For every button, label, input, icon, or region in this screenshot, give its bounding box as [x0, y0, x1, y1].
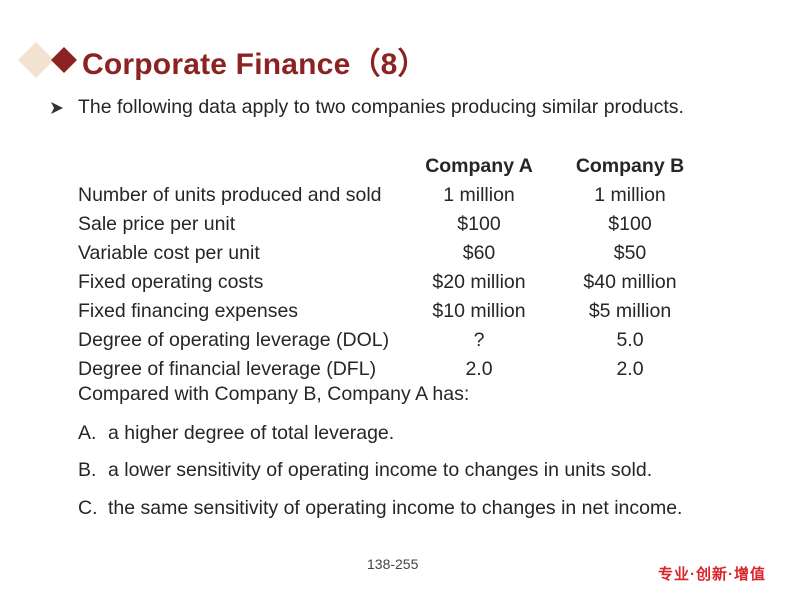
diamond-icon	[18, 42, 77, 78]
option-letter: B.	[78, 459, 97, 481]
company-a-value: ?	[473, 329, 485, 351]
brand-tagline: 专业·创新·增值	[658, 566, 766, 583]
row-label: Sale price per unit	[78, 213, 236, 235]
option-text: the same sensitivity of operating income…	[108, 497, 683, 519]
intro-bullet: The following data apply to two companie…	[50, 96, 684, 119]
option-a: A. a higher degree of total leverage.	[78, 422, 394, 445]
company-b-value: $5 million	[588, 300, 672, 322]
company-b-value: 1 million	[594, 184, 666, 206]
arrow-bullet-icon	[51, 101, 63, 114]
row-label: Degree of financial leverage (DFL)	[78, 358, 377, 380]
option-text: a higher degree of total leverage.	[108, 422, 395, 444]
column-header-company-b: Company B	[575, 155, 685, 177]
option-c: C. the same sensitivity of operating inco…	[78, 497, 682, 520]
intro-text: The following data apply to two companie…	[78, 96, 684, 118]
company-a-value: 2.0	[465, 358, 493, 380]
slide-title: Corporate Finance（8）	[82, 48, 428, 81]
column-header-company-a: Company A	[425, 155, 533, 177]
row-label: Fixed financing expenses	[78, 300, 299, 322]
company-a-value: $60	[462, 242, 496, 264]
row-label: Variable cost per unit	[78, 242, 260, 264]
company-b-value: 5.0	[616, 329, 644, 351]
company-b-value: $100	[608, 213, 652, 235]
row-label: Number of units produced and sold	[78, 184, 382, 206]
company-b-value: 2.0	[616, 358, 644, 380]
option-letter: A.	[78, 422, 97, 444]
option-text: a lower sensitivity of operating income …	[108, 459, 653, 481]
option-letter: C.	[78, 497, 98, 519]
question-text: Compared with Company B, Company A has:	[78, 383, 470, 405]
company-b-value: $50	[613, 242, 647, 264]
company-b-value: $40 million	[583, 271, 677, 293]
company-a-value: $10 million	[432, 300, 526, 322]
page-number: 138-255	[367, 556, 419, 572]
option-b: B. a lower sensitivity of operating incom…	[78, 459, 652, 482]
company-a-value: $20 million	[432, 271, 526, 293]
company-a-value: 1 million	[443, 184, 515, 206]
company-a-value: $100	[457, 213, 501, 235]
row-label: Degree of operating leverage (DOL)	[78, 329, 390, 351]
row-label: Fixed operating costs	[78, 271, 264, 293]
